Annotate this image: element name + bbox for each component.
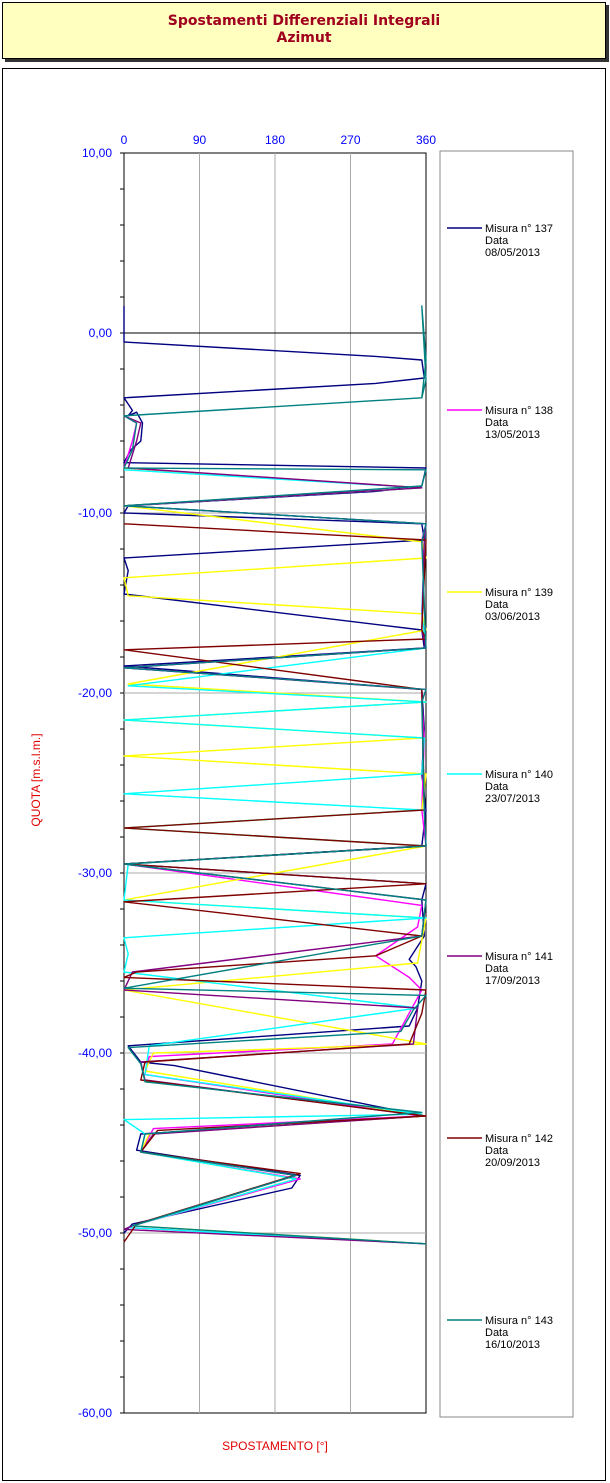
y-tick-label: 0,00 (89, 326, 113, 340)
x-tick-label: 180 (265, 133, 285, 147)
series-line-7 (123, 305, 427, 1245)
legend-box (439, 150, 574, 1418)
legend-entry-text: Misura n° 140 (485, 769, 553, 781)
chart-subtitle: Azimut (276, 30, 332, 46)
x-tick-label: 360 (416, 133, 436, 147)
y-tick-labels: 10,00 0,00 -10,00 -20,00 -30,00 -40,00 -50,00 -… (78, 146, 112, 1420)
legend-entry-text: Data (485, 599, 509, 611)
legend-entry-text: Data (485, 1145, 509, 1157)
x-axis-label: SPOSTAMENTO [°] (222, 1439, 328, 1453)
legend-entry-text: Data (485, 1327, 509, 1339)
x-tick-label: 270 (340, 133, 360, 147)
legend-entry-text: 17/09/2013 (485, 975, 540, 987)
y-tick-label: -50,00 (78, 1226, 112, 1240)
y-tick-label: 10,00 (82, 146, 112, 160)
legend-entry-text: Misura n° 143 (485, 1315, 553, 1327)
legend-entry-text: 16/10/2013 (485, 1339, 540, 1351)
legend-entry-text: Data (485, 417, 509, 429)
legend-entry-text: Misura n° 138 (485, 405, 553, 417)
legend-entry-text: Data (485, 235, 509, 247)
legend-entry-text: 08/05/2013 (485, 247, 540, 259)
chart-title: Spostamenti Differenziali Integrali (167, 13, 441, 29)
legend-entry-text: Misura n° 141 (485, 951, 553, 963)
legend-entry-text: Misura n° 142 (485, 1133, 553, 1145)
y-tick-label: -10,00 (78, 506, 112, 520)
y-axis-label: QUOTA [m.s.l.m.] (29, 733, 43, 826)
chart-title-box: Spostamenti Differenziali Integrali Azim… (2, 2, 606, 59)
y-tick-label: -20,00 (78, 686, 112, 700)
y-tick-label: -40,00 (78, 1046, 112, 1060)
legend-entry-text: 20/09/2013 (485, 1157, 540, 1169)
legend-entry-text: Misura n° 137 (485, 223, 553, 235)
series-lines (123, 305, 427, 1245)
y-tick-label: -60,00 (78, 1406, 112, 1420)
legend-entry-text: Misura n° 139 (485, 587, 553, 599)
legend-entry-text: 23/07/2013 (485, 793, 540, 805)
x-tick-labels: 0 90 180 270 360 (121, 133, 437, 147)
y-minor-ticks (120, 152, 124, 1414)
legend-entry-text: 03/06/2013 (485, 611, 540, 623)
legend-entry-text: Data (485, 963, 509, 975)
y-tick-label: -30,00 (78, 866, 112, 880)
legend-entry-text: 13/05/2013 (485, 429, 540, 441)
x-tick-label: 0 (121, 133, 128, 147)
x-tick-label: 90 (193, 133, 207, 147)
legend-entry-text: Data (485, 781, 509, 793)
